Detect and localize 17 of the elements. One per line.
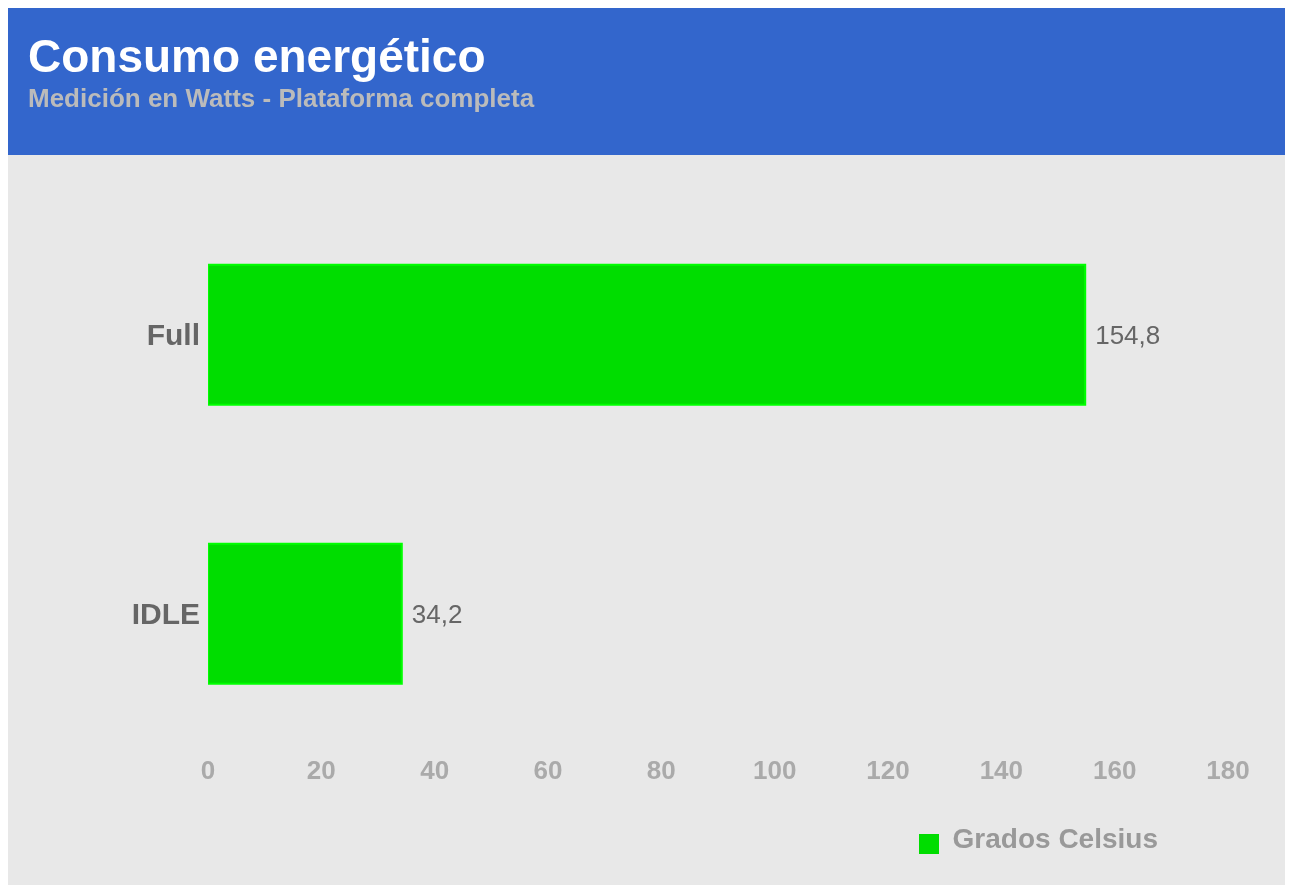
x-tick-label: 40 xyxy=(420,755,450,786)
x-tick-label: 180 xyxy=(1206,755,1250,786)
x-tick-label: 80 xyxy=(646,755,676,786)
x-tick-label: 140 xyxy=(979,755,1024,786)
y-tick-label: IDLE xyxy=(131,597,200,631)
x-tick-label: 120 xyxy=(866,755,910,786)
chart-title: Consumo energético xyxy=(28,30,487,82)
chart-subtitle: Medición en Watts - Plataforma completa xyxy=(28,82,536,114)
x-tick-label: 160 xyxy=(1092,755,1137,786)
legend-label: Grados Celsius xyxy=(952,823,1158,854)
x-tick-label: 100 xyxy=(752,755,797,786)
x-tick-label: 0 xyxy=(200,755,216,786)
x-tick-label: 20 xyxy=(306,755,336,786)
y-tick-label: Full xyxy=(146,318,200,352)
data-label: 154,8 xyxy=(1095,319,1161,350)
data-label: 34,2 xyxy=(411,598,463,629)
x-tick-label: 60 xyxy=(533,755,563,786)
